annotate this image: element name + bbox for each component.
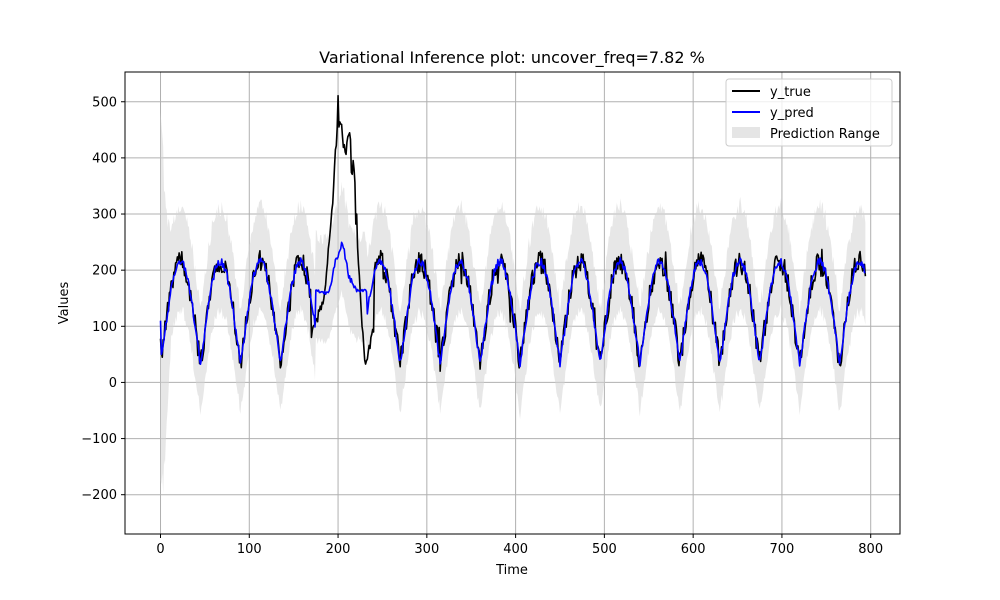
x-tick-label: 300	[414, 542, 439, 557]
series-lines	[159, 94, 867, 373]
y-axis-ticks: −200 −100 0 100 200 300 400 500	[81, 95, 125, 503]
y-axis-label: Values	[57, 282, 72, 325]
legend-swatch-prediction-range	[732, 127, 760, 138]
legend: y_true y_pred Prediction Range	[725, 78, 893, 147]
legend-label-y-true: y_true	[770, 85, 811, 100]
legend-box	[725, 78, 893, 147]
x-tick-label: 800	[858, 542, 883, 557]
legend-label-y-pred: y_pred	[770, 106, 814, 121]
y-tick-label: 200	[92, 264, 117, 279]
x-axis-label: Time	[495, 563, 528, 578]
y-tick-label: −100	[81, 432, 117, 447]
y-tick-label: −200	[81, 488, 117, 503]
x-axis-ticks: 0 100 200 300 400 500 600 700 800	[156, 534, 883, 557]
x-tick-label: 600	[681, 542, 706, 557]
plot-frame	[124, 71, 901, 535]
x-tick-label: 700	[770, 542, 795, 557]
y-tick-label: 100	[92, 320, 117, 335]
y-tick-label: 0	[109, 376, 117, 391]
x-tick-label: 400	[503, 542, 528, 557]
x-tick-label: 500	[592, 542, 617, 557]
x-tick-label: 100	[237, 542, 262, 557]
y-tick-label: 400	[92, 151, 117, 166]
y-tick-label: 500	[92, 95, 117, 110]
legend-label-prediction-range: Prediction Range	[770, 127, 880, 142]
chart-title: Variational Inference plot: uncover_freq…	[319, 48, 705, 68]
x-tick-label: 200	[326, 542, 351, 557]
y-tick-label: 300	[92, 208, 117, 223]
x-tick-label: 0	[156, 542, 164, 557]
series-line-y-pred	[159, 241, 866, 368]
